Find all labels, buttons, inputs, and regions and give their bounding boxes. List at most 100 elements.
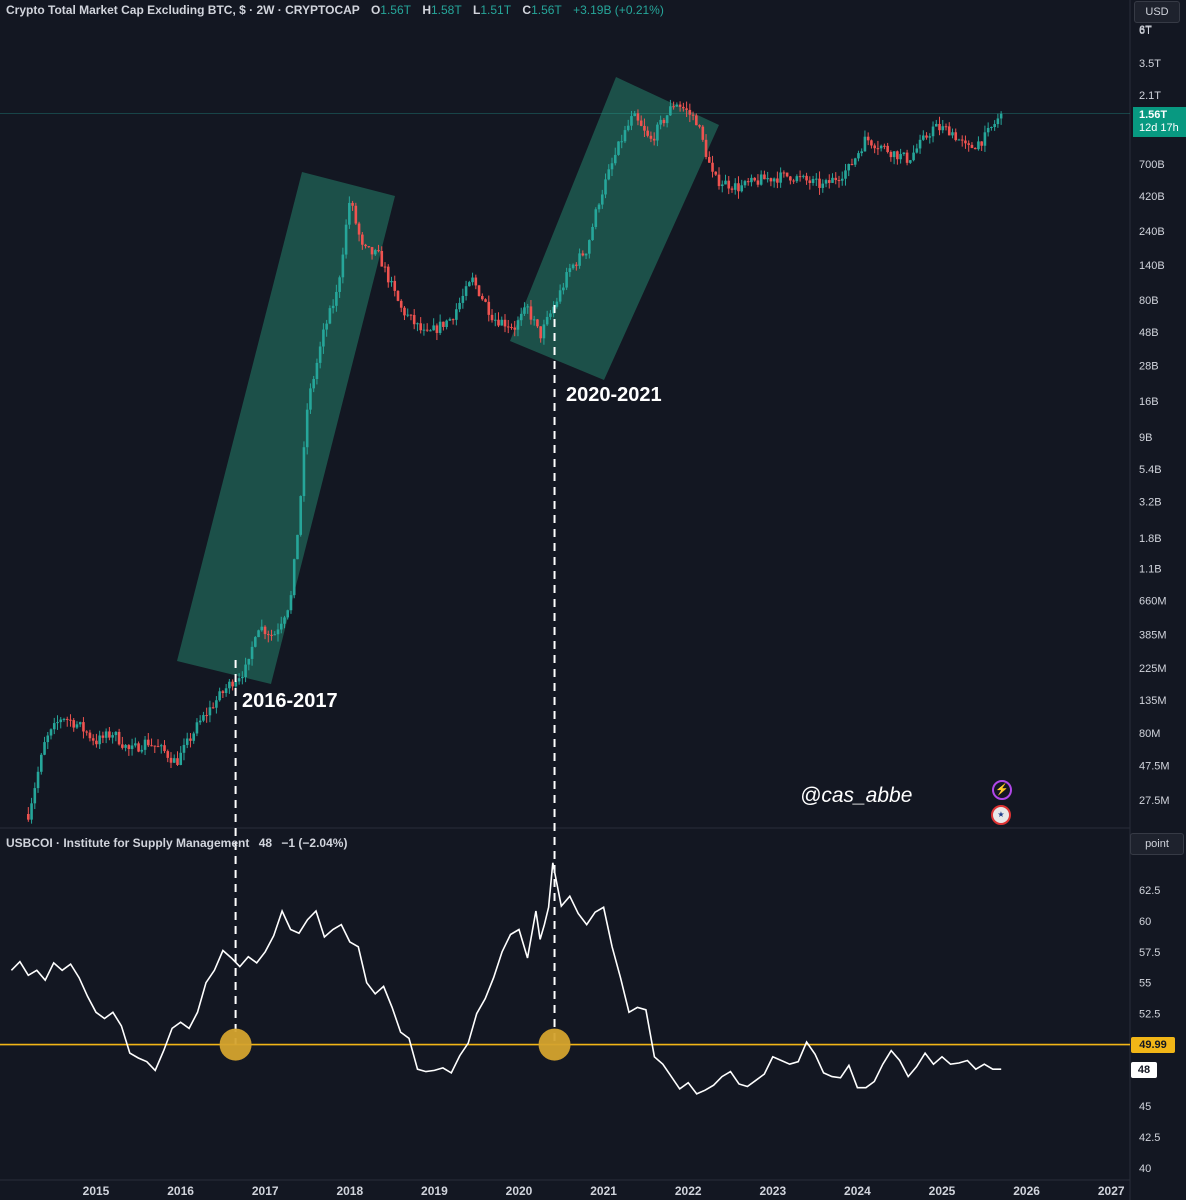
candle-body [951,132,954,136]
candle-body [283,617,286,624]
candle-body [497,319,500,326]
candle-body [789,176,792,181]
candle-body [276,629,280,635]
candle-body [672,106,675,108]
price-tick-label: 80B [1139,295,1159,307]
candle-body [938,123,941,131]
candle-body [941,126,945,131]
candle-body [798,176,802,178]
time-tick-label: 2022 [675,1184,702,1198]
price-tick-label: 16B [1139,396,1159,408]
candle-body [52,723,56,730]
candle-body [95,740,98,745]
candle-body [947,126,951,136]
candle-body [873,145,876,149]
candle-body [626,125,630,131]
candle-body [549,313,552,317]
price-tick-label: 135M [1139,695,1167,707]
candle-body [228,681,231,689]
candle-body [130,745,134,749]
ism-value: 48 [258,836,273,850]
candle-body [30,803,33,820]
price-tick-label: 6T [1139,25,1152,37]
ism-tick-label: 55 [1139,978,1151,990]
bar-countdown: 12d 17h [1139,122,1179,134]
candle-body [435,325,439,333]
candle-body [591,226,594,241]
candle-body [996,118,1000,125]
low-label: L [473,3,481,17]
candle-body [65,718,69,720]
lightning-bolt-icon[interactable]: ⚡ [992,780,1012,800]
candle-body [652,138,656,141]
price-tick-label: 48B [1139,327,1159,339]
candle-body [493,319,497,321]
candle-body [970,144,974,148]
candle-body [331,305,335,309]
candle-body [205,715,208,717]
candle-body [808,180,812,184]
candle-body [688,109,692,115]
candle-body [701,126,705,140]
currency-selector[interactable]: USD [1134,1,1180,23]
candle-body [724,180,727,185]
last-price-value: 1.56T [1139,109,1168,121]
price-tick-label: 5.4B [1139,464,1162,476]
candle-body [380,251,384,267]
candle-body [545,316,549,325]
candle-body [474,277,478,286]
candle-body [114,731,118,736]
candle-body [597,204,601,210]
candle-body [412,315,416,325]
candle-body [27,813,30,820]
candle-body [844,170,847,179]
candle-body [620,141,624,143]
us-flag-icon[interactable]: ★ [991,805,1011,825]
candle-body [185,738,189,745]
candle-body [578,253,581,266]
candle-body [896,151,899,160]
candle-body [127,745,131,749]
candle-body [633,113,637,117]
candle-body [824,180,828,184]
candle-body [733,183,737,190]
candle-body [532,319,536,321]
candle-body [357,223,361,235]
ism-unit-selector[interactable]: point [1130,833,1184,855]
candle-body [944,126,948,128]
candle-body [315,362,319,380]
candle-body [558,290,562,302]
candle-body [88,732,92,739]
open-label: O [370,3,381,17]
candle-body [490,314,494,321]
candle-body [322,329,325,347]
candle-body [257,630,260,638]
candle-body [811,178,815,184]
candle-body [821,183,825,188]
time-tick-label: 2016 [167,1184,194,1198]
candle-body [98,735,101,745]
time-tick-label: 2025 [929,1184,956,1198]
candle-body [526,306,529,308]
candle-body [344,224,348,255]
price-tick-label: 6T [1139,24,1152,36]
candle-body [159,745,163,747]
time-tick-label: 2019 [421,1184,448,1198]
candle-body [892,151,896,158]
candle-body [646,130,649,136]
open-value: 1.56T [380,3,411,17]
candle-body [519,313,523,321]
candle-body [643,125,646,131]
candle-body [487,301,491,315]
candle-body [834,177,838,181]
candle-body [289,595,293,611]
candle-body [312,379,315,389]
candle-body [782,172,786,174]
candle-body [176,758,179,765]
candle-body [461,295,465,303]
candle-body [990,127,993,129]
candle-body [934,123,938,127]
candle-body [886,145,889,152]
chart-title: Crypto Total Market Cap Excluding BTC, $… [6,3,360,17]
candle-body [143,739,147,750]
